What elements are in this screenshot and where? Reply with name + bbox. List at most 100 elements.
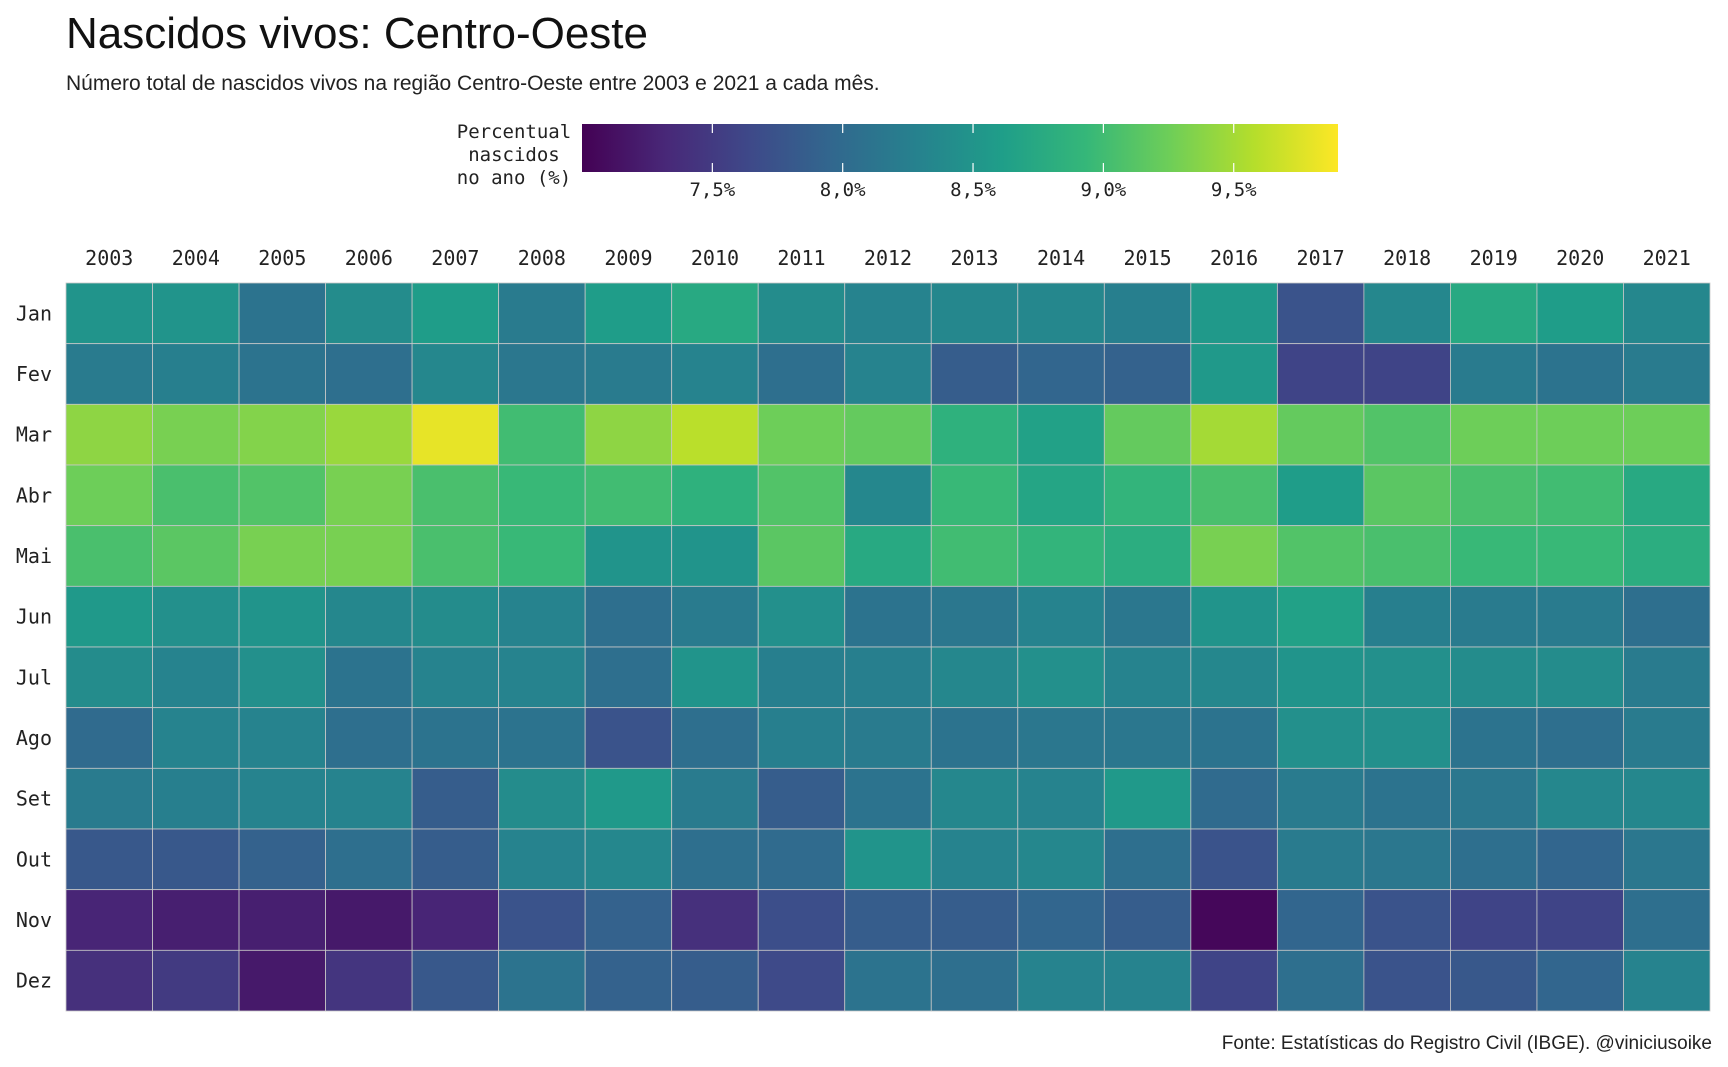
y-tick-label: Nov [16,908,52,932]
chart-caption: Fonte: Estatísticas do Registro Civil (I… [1222,1033,1712,1054]
heatmap-cell [1103,646,1192,709]
heatmap-cell [1450,525,1538,587]
heatmap-cell [1363,343,1451,405]
heatmap-cell [152,403,240,466]
heatmap-cell [1450,282,1538,345]
heatmap-cell [757,403,846,466]
heatmap-cell [152,343,240,405]
legend-ticks: 7,5% 8,0% 8,5% 9,0% 9,5% [689,124,1257,201]
x-tick-label: 2014 [1037,246,1085,270]
heatmap-cell [844,403,932,466]
heatmap-cell [65,707,153,769]
heatmap-cell [1363,767,1451,830]
x-axis-tick-labels: 2003 2004 2005 2006 2007 2008 2009 2010 2011 2012… [85,246,1691,270]
legend-colorbar [582,124,1338,172]
heatmap-cell [1017,343,1105,405]
legend-title-line: Percentual [457,121,571,143]
heatmap-cell [1623,403,1711,466]
heatmap-cell [498,585,586,648]
heatmap-cell [1017,828,1105,891]
x-tick-label: 2006 [345,246,393,270]
heatmap-cell [325,646,413,709]
heatmap-cell [1190,282,1278,345]
heatmap-cell [1017,403,1105,466]
y-tick-label: Dez [16,969,52,993]
heatmap-cell [1623,828,1711,891]
heatmap-cell [1536,707,1624,769]
heatmap-cell [1103,889,1192,951]
heatmap-cell [325,403,413,466]
heatmap-cell [238,403,326,466]
heatmap-cell [65,767,153,830]
x-tick-label: 2013 [950,246,998,270]
heatmap-cell [671,403,759,466]
heatmap-cell [411,343,500,405]
heatmap-cell [498,949,586,1012]
heatmap-cell [325,282,413,345]
heatmap-cell [584,282,673,345]
heatmap-cell [844,585,932,648]
x-tick-label: 2021 [1643,246,1691,270]
y-tick-label: Jan [16,301,52,325]
heatmap-cell [65,828,153,891]
heatmap-cell [65,889,153,951]
y-tick-label: Jun [16,605,52,629]
heatmap-cell [1623,707,1711,769]
x-tick-label: 2016 [1210,246,1258,270]
heatmap-cell [1536,889,1624,951]
heatmap-cell [844,949,932,1012]
heatmap-cell [498,889,586,951]
legend-tick-label: 7,5% [689,179,735,201]
heatmap-cell [1623,646,1711,709]
heatmap-cell [1450,707,1538,769]
heatmap-cell [1103,828,1192,891]
heatmap-cell [844,282,932,345]
heatmap-cell [411,585,500,648]
heatmap-cell [584,525,673,587]
heatmap-cell [757,525,846,587]
x-tick-label: 2011 [777,246,825,270]
heatmap-cell [757,646,846,709]
heatmap-cell [325,707,413,769]
heatmap-cell [325,889,413,951]
heatmap-cell [757,282,846,345]
heatmap-cell [930,707,1019,769]
heatmap-cell [1276,282,1365,345]
heatmap-cell [1276,707,1365,769]
heatmap-cell [757,585,846,648]
heatmap-cell [1190,464,1278,527]
x-tick-label: 2018 [1383,246,1431,270]
heatmap-cell [584,585,673,648]
heatmap-cell [1103,343,1192,405]
heatmap-cell [1103,282,1192,345]
heatmap-cell [1190,767,1278,830]
y-tick-label: Out [16,847,52,871]
heatmap-cell [1276,343,1365,405]
heatmap-cell [1536,464,1624,527]
heatmap-cell [1190,403,1278,466]
heatmap-cell [152,585,240,648]
heatmap-cell [584,828,673,891]
heatmap-cell [1190,889,1278,951]
heatmap-cell [65,343,153,405]
heatmap-cell [757,828,846,891]
heatmap-cell [1276,828,1365,891]
heatmap-cell [930,525,1019,587]
heatmap-cell [1276,464,1365,527]
heatmap-cell [1623,282,1711,345]
legend-title-line: no ano (%) [457,167,571,189]
heatmap-cell [411,403,500,466]
heatmap-cell [65,282,153,345]
heatmap-cell [1276,646,1365,709]
heatmap-cell [1450,464,1538,527]
y-tick-label: Ago [16,726,52,750]
heatmap-cell [757,464,846,527]
heatmap-cell [1450,949,1538,1012]
heatmap-cell [411,646,500,709]
heatmap-cell [1450,828,1538,891]
heatmap-cell [1623,525,1711,587]
x-tick-label: 2005 [258,246,306,270]
y-axis-tick-labels: Jan Fev Mar Abr Mai Jun Jul Ago Set Out Nov Dez [16,301,52,992]
